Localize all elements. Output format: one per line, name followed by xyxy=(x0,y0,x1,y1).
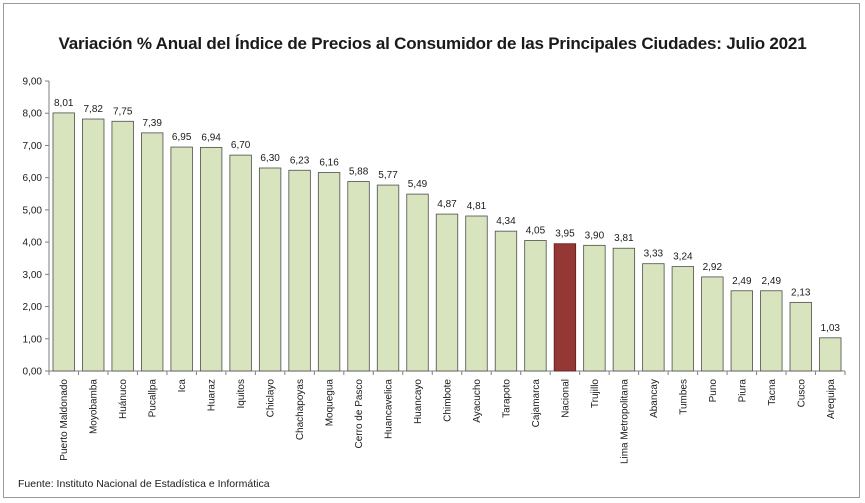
x-tick-label: Pucallpa xyxy=(148,379,159,418)
data-label: 4,81 xyxy=(467,201,487,212)
data-label: 2,49 xyxy=(762,276,782,287)
data-label: 1,03 xyxy=(821,323,841,334)
x-tick-label: Lima Metropolitana xyxy=(619,379,630,464)
data-label: 7,39 xyxy=(142,118,162,129)
x-tick-label: Puno xyxy=(708,379,719,403)
y-tick-label: 4,00 xyxy=(23,238,43,249)
bar-chiclayo xyxy=(258,167,282,372)
x-tick-label: Huancayo xyxy=(413,379,424,424)
y-tick-label: 6,00 xyxy=(23,173,43,184)
x-tick-label: Huancavelica xyxy=(384,379,395,439)
data-label: 3,81 xyxy=(614,233,634,244)
data-label: 7,82 xyxy=(83,104,103,115)
bar-iquitos xyxy=(229,154,252,372)
bar-ica xyxy=(170,146,193,372)
data-label: 6,16 xyxy=(319,158,339,169)
bar-nacional xyxy=(553,243,577,372)
bar-huancavelica xyxy=(376,184,400,372)
data-label: 4,05 xyxy=(526,226,546,237)
x-tick-label: Moquegua xyxy=(325,379,336,427)
y-tick-label: 1,00 xyxy=(23,334,43,345)
x-tick-label: Chachapoyas xyxy=(295,379,306,440)
x-tick-label: Piura xyxy=(737,379,748,403)
x-tick-label: Arequipa xyxy=(826,379,837,419)
x-tick-label: Chiclayo xyxy=(266,379,277,418)
data-label: 3,24 xyxy=(673,252,693,263)
bar-tarapoto xyxy=(494,230,518,372)
data-label: 3,33 xyxy=(644,249,664,260)
bar-ayacucho xyxy=(465,215,488,372)
x-tick-label: Cerro de Pasco xyxy=(354,379,365,449)
data-label: 5,88 xyxy=(349,167,369,178)
data-label: 7,75 xyxy=(113,106,133,117)
data-label: 3,95 xyxy=(555,229,575,240)
x-tick-label: Cusco xyxy=(796,379,807,408)
bar-cusco xyxy=(789,301,812,372)
data-label: 3,90 xyxy=(585,230,605,241)
y-tick-label: 5,00 xyxy=(23,205,43,216)
x-tick-label: Chimbote xyxy=(443,379,454,422)
data-label: 6,95 xyxy=(172,132,192,143)
data-label: 6,23 xyxy=(290,155,310,166)
bar-tumbes xyxy=(671,266,695,372)
bar-huánuco xyxy=(111,120,134,372)
x-tick-label: Nacional xyxy=(560,379,571,418)
bar-huaraz xyxy=(199,146,223,372)
bar-huancayo xyxy=(406,193,429,372)
chart-bars xyxy=(52,112,842,372)
data-label: 5,49 xyxy=(408,179,428,190)
x-tick-label: Puerto Maldonado xyxy=(59,379,70,461)
x-tick-label: Huánuco xyxy=(118,379,129,419)
bar-puno xyxy=(701,276,724,372)
data-label: 8,01 xyxy=(54,98,74,109)
bar-moquegua xyxy=(317,172,341,372)
bar-tacna xyxy=(760,290,783,372)
source-note: Fuente: Instituto Nacional de Estadístic… xyxy=(18,478,270,490)
x-tick-label: Tarapoto xyxy=(501,379,512,418)
y-tick-label: 7,00 xyxy=(23,141,43,152)
x-tick-label: Moyobamba xyxy=(89,379,100,434)
x-tick-label: Huaraz xyxy=(207,379,218,411)
data-label: 6,30 xyxy=(260,153,280,164)
chart-title: Variación % Anual del Índice de Precios … xyxy=(58,34,807,53)
y-tick-label: 0,00 xyxy=(23,367,43,378)
data-label: 6,94 xyxy=(201,132,221,143)
data-label: 4,87 xyxy=(437,199,457,210)
bar-lima-metropolitana xyxy=(612,247,636,372)
y-tick-label: 2,00 xyxy=(23,302,43,313)
x-tick-label: Trujillo xyxy=(590,379,601,409)
bar-chachapoyas xyxy=(288,169,311,372)
x-tick-label: Abancay xyxy=(649,379,660,418)
bar-cajamarca xyxy=(524,240,547,372)
data-label: 2,92 xyxy=(703,262,723,273)
x-tick-label: Tacna xyxy=(767,379,778,406)
bar-chimbote xyxy=(435,213,459,372)
bar-arequipa xyxy=(819,337,842,372)
x-tick-label: Cajamarca xyxy=(531,379,542,428)
bar-trujillo xyxy=(583,244,606,372)
x-tick-label: Iquitos xyxy=(236,379,247,408)
x-tick-label: Ayacucho xyxy=(472,379,483,423)
bar-pucallpa xyxy=(141,132,164,372)
bar-abancay xyxy=(642,263,665,372)
data-label: 6,70 xyxy=(231,140,251,151)
bar-puerto-maldonado xyxy=(52,112,75,372)
data-label: 2,49 xyxy=(732,276,752,287)
data-label: 4,34 xyxy=(496,216,516,227)
bar-moyobamba xyxy=(82,118,105,372)
bar-piura xyxy=(730,290,753,372)
data-label: 2,13 xyxy=(791,287,811,298)
data-label: 5,77 xyxy=(378,170,398,181)
x-tick-label: Tumbes xyxy=(678,379,689,415)
x-tick-label: Ica xyxy=(177,379,188,393)
chart-labels: 8,01 Puerto Maldonado 7,82 Moyobamba 7,75 Huá… xyxy=(54,98,840,464)
y-tick-label: 9,00 xyxy=(23,77,43,88)
y-tick-label: 8,00 xyxy=(23,109,43,120)
y-tick-label: 3,00 xyxy=(23,270,43,281)
bar-cerro-de-pasco xyxy=(347,181,370,372)
